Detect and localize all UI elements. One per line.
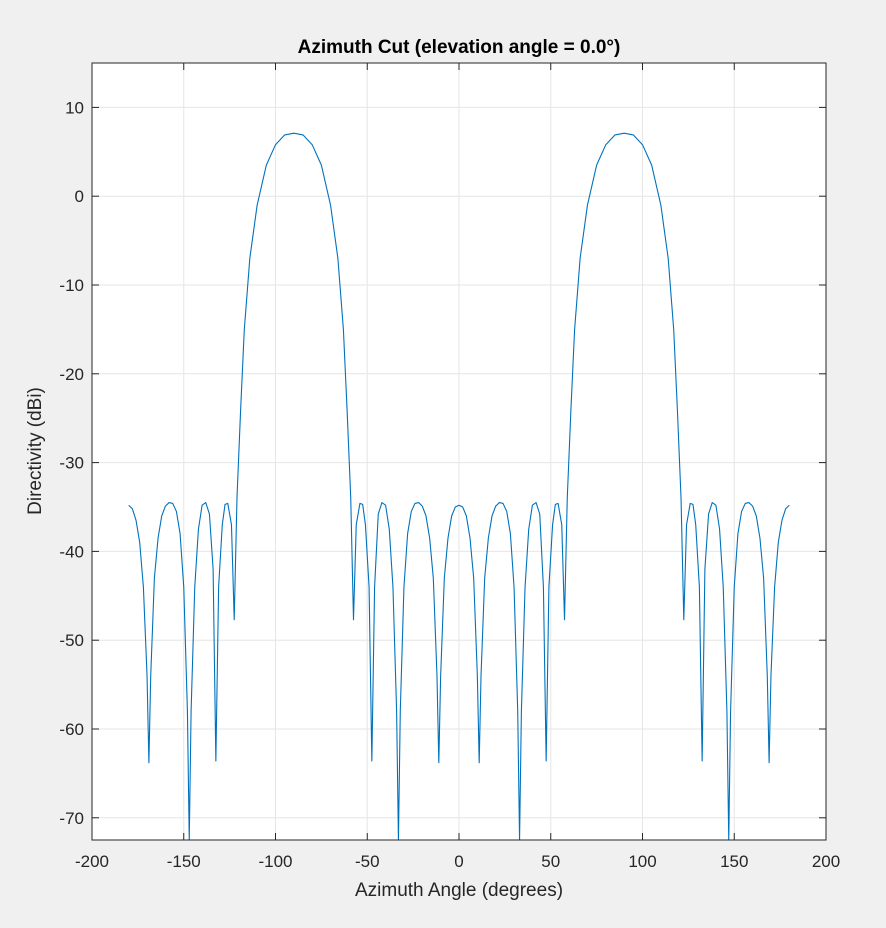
x-tick-label: -50 xyxy=(355,852,380,871)
y-tick-label: -60 xyxy=(59,720,84,739)
y-tick-label: 0 xyxy=(75,187,84,206)
y-tick-label: -40 xyxy=(59,542,84,561)
x-tick-label: -150 xyxy=(167,852,201,871)
y-tick-label: -50 xyxy=(59,631,84,650)
y-tick-label: -10 xyxy=(59,276,84,295)
y-tick-label: -20 xyxy=(59,365,84,384)
x-tick-label: 150 xyxy=(720,852,748,871)
y-tick-labels: -70 -60 -50 -40 -30 -20 -10 0 10 xyxy=(59,98,84,827)
x-tick-label: 50 xyxy=(541,852,560,871)
y-tick-label: 10 xyxy=(65,98,84,117)
series-group xyxy=(128,132,790,840)
x-tick-label: -100 xyxy=(258,852,292,871)
y-tick-label: -70 xyxy=(59,809,84,828)
tick-marks xyxy=(91,63,827,840)
chart-title: Azimuth Cut (elevation angle = 0.0°) xyxy=(298,37,621,58)
x-tick-labels: -200 -150 -100 -50 0 50 100 150 200 xyxy=(75,852,840,871)
x-tick-label: -200 xyxy=(75,852,109,871)
grid-lines xyxy=(91,63,827,840)
x-tick-label: 0 xyxy=(454,852,463,871)
x-axis-label: Azimuth Angle (degrees) xyxy=(355,880,563,901)
x-tick-label: 200 xyxy=(812,852,840,871)
series-line-directivity xyxy=(128,132,790,840)
y-axis-label: Directivity (dBi) xyxy=(25,387,46,515)
x-tick-label: 100 xyxy=(628,852,656,871)
y-tick-label: -30 xyxy=(59,454,84,473)
